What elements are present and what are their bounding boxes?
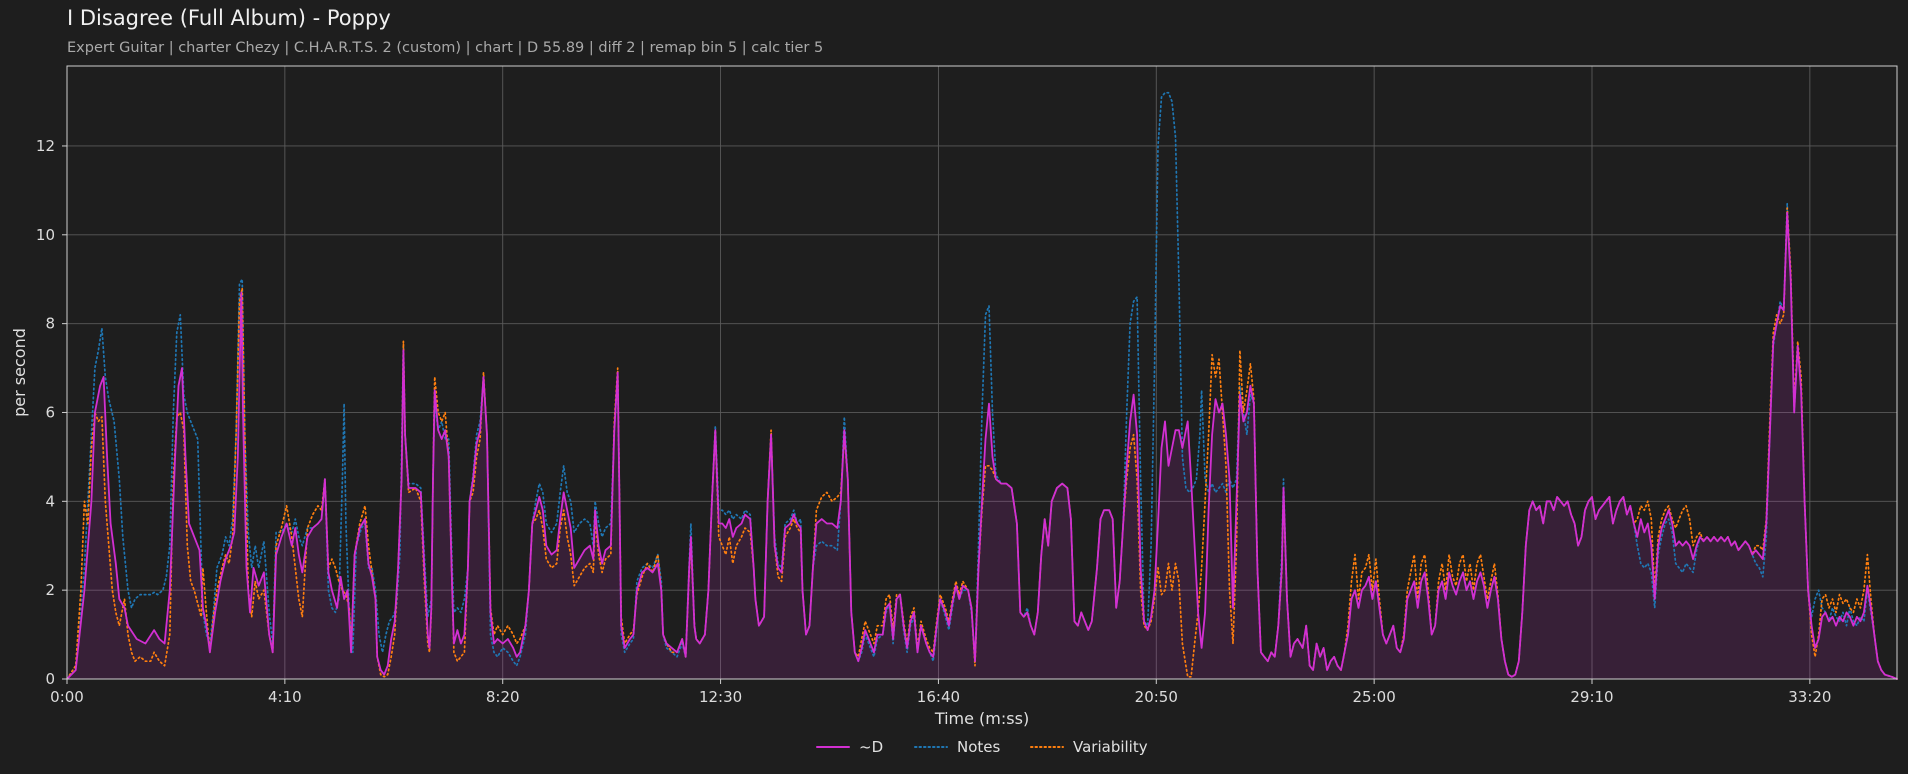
series-line-d	[66, 211, 1898, 680]
chart-title: I Disagree (Full Album) - Poppy	[67, 6, 391, 30]
x-tick-label: 0:00	[50, 688, 84, 706]
x-tick-label: 16:40	[917, 688, 960, 706]
legend-label: Variability	[1073, 738, 1148, 756]
series-lines	[66, 91, 1898, 680]
x-axis-label: Time (m:ss)	[934, 709, 1029, 728]
y-tick-label: 10	[36, 226, 55, 244]
d-area-fill	[67, 212, 1897, 679]
y-axis-label: per second	[10, 328, 29, 417]
x-tick-label: 12:30	[699, 688, 742, 706]
y-tick-label: 12	[36, 137, 55, 155]
y-tick-label: 0	[45, 670, 55, 688]
x-tick-label: 20:50	[1135, 688, 1178, 706]
y-tick-label: 2	[45, 581, 55, 599]
y-tick-label: 6	[45, 403, 55, 421]
x-tick-label: 29:10	[1570, 688, 1613, 706]
y-tick-label: 8	[45, 315, 55, 333]
legend-label: Notes	[957, 738, 1001, 756]
chart-subtitle: Expert Guitar | charter Chezy | C.H.A.R.…	[67, 40, 824, 56]
x-tick-label: 25:00	[1353, 688, 1396, 706]
legend-label: ~D	[859, 738, 883, 756]
legend: ~D Notes Variability	[816, 738, 1148, 756]
plot-frame	[66, 65, 1898, 680]
x-tick-label: 8:20	[486, 688, 520, 706]
x-tick-label: 33:20	[1788, 688, 1831, 706]
y-tick-label: 4	[45, 492, 55, 510]
axis-ticks: 0:00 4:10 8:20 12:30 16:40 20:50 25:00 29:10 33:…	[36, 137, 1832, 706]
x-tick-label: 4:10	[268, 688, 302, 706]
